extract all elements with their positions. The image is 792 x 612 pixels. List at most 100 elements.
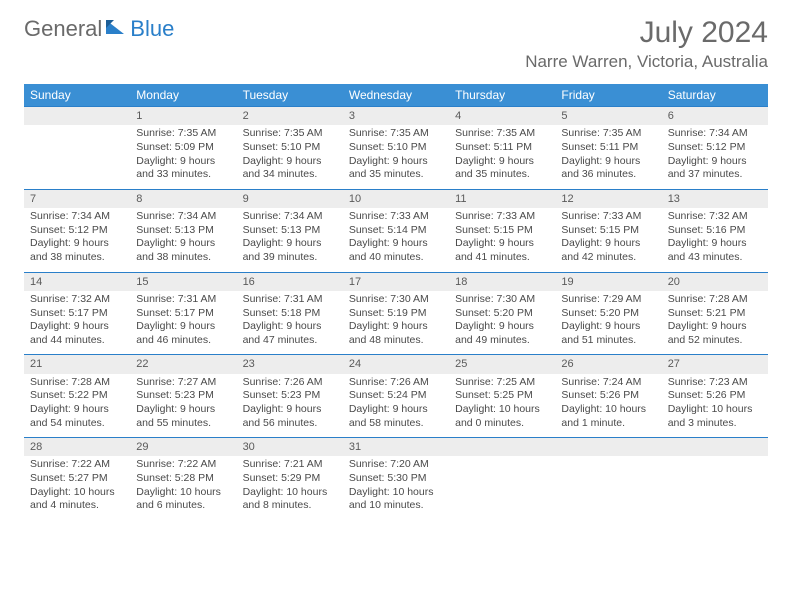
month-year: July 2024 xyxy=(525,16,768,50)
day-number-row: 21222324252627 xyxy=(24,355,768,374)
day-number-cell: 12 xyxy=(555,189,661,208)
day-info-cell: Sunrise: 7:28 AMSunset: 5:22 PMDaylight:… xyxy=(24,374,130,438)
day-info-line: and 0 minutes. xyxy=(455,417,549,431)
day-info-cell: Sunrise: 7:31 AMSunset: 5:17 PMDaylight:… xyxy=(130,291,236,355)
day-info-line: Daylight: 10 hours xyxy=(136,486,230,500)
day-info-line: Sunrise: 7:35 AM xyxy=(349,127,443,141)
day-info-line: Daylight: 10 hours xyxy=(349,486,443,500)
day-info-line: Daylight: 9 hours xyxy=(30,237,124,251)
day-info-line: Sunrise: 7:35 AM xyxy=(243,127,337,141)
day-number-cell: 28 xyxy=(24,438,130,457)
day-number-cell: 3 xyxy=(343,107,449,126)
day-info-cell: Sunrise: 7:24 AMSunset: 5:26 PMDaylight:… xyxy=(555,374,661,438)
day-info-line: Daylight: 9 hours xyxy=(349,237,443,251)
day-info-line: Daylight: 9 hours xyxy=(561,155,655,169)
day-info-row: Sunrise: 7:22 AMSunset: 5:27 PMDaylight:… xyxy=(24,456,768,520)
day-number-cell: 19 xyxy=(555,272,661,291)
day-info-cell: Sunrise: 7:35 AMSunset: 5:10 PMDaylight:… xyxy=(237,125,343,189)
day-number-cell: 25 xyxy=(449,355,555,374)
day-info-line: Daylight: 10 hours xyxy=(30,486,124,500)
day-number-cell: 21 xyxy=(24,355,130,374)
day-info-line: Sunset: 5:23 PM xyxy=(136,389,230,403)
day-number-cell: 17 xyxy=(343,272,449,291)
day-info-line: and 10 minutes. xyxy=(349,499,443,513)
day-info-line: Daylight: 9 hours xyxy=(243,320,337,334)
day-number-cell: 31 xyxy=(343,438,449,457)
day-info-line: Sunset: 5:14 PM xyxy=(349,224,443,238)
day-info-line: and 49 minutes. xyxy=(455,334,549,348)
day-info-line: Daylight: 9 hours xyxy=(243,403,337,417)
day-info-line: and 38 minutes. xyxy=(136,251,230,265)
day-number-row: 123456 xyxy=(24,107,768,126)
day-info-line: Daylight: 9 hours xyxy=(349,403,443,417)
day-info-line: Sunset: 5:16 PM xyxy=(668,224,762,238)
day-info-line: Sunrise: 7:33 AM xyxy=(561,210,655,224)
day-number-cell: 1 xyxy=(130,107,236,126)
day-info-line: and 56 minutes. xyxy=(243,417,337,431)
day-info-line: Daylight: 9 hours xyxy=(243,237,337,251)
day-info-line: Sunset: 5:17 PM xyxy=(30,307,124,321)
day-info-line: Sunrise: 7:26 AM xyxy=(243,376,337,390)
day-number-cell: 18 xyxy=(449,272,555,291)
day-info-line: and 38 minutes. xyxy=(30,251,124,265)
day-info-line: Sunset: 5:20 PM xyxy=(455,307,549,321)
day-info-line: Sunset: 5:12 PM xyxy=(668,141,762,155)
day-info-line: and 54 minutes. xyxy=(30,417,124,431)
day-info-line: Sunrise: 7:22 AM xyxy=(30,458,124,472)
day-info-line: Sunrise: 7:25 AM xyxy=(455,376,549,390)
day-info-line: Sunrise: 7:21 AM xyxy=(243,458,337,472)
day-number-cell xyxy=(449,438,555,457)
day-info-line: Sunrise: 7:31 AM xyxy=(136,293,230,307)
day-info-line: and 58 minutes. xyxy=(349,417,443,431)
day-info-line: Sunset: 5:19 PM xyxy=(349,307,443,321)
day-number-cell: 7 xyxy=(24,189,130,208)
day-info-line: Sunset: 5:26 PM xyxy=(668,389,762,403)
day-info-line: Sunset: 5:22 PM xyxy=(30,389,124,403)
day-info-line: Daylight: 9 hours xyxy=(455,320,549,334)
day-info-cell: Sunrise: 7:31 AMSunset: 5:18 PMDaylight:… xyxy=(237,291,343,355)
title-block: July 2024 Narre Warren, Victoria, Austra… xyxy=(525,16,768,72)
day-number-cell: 29 xyxy=(130,438,236,457)
day-info-row: Sunrise: 7:34 AMSunset: 5:12 PMDaylight:… xyxy=(24,208,768,272)
day-info-line: Sunrise: 7:34 AM xyxy=(668,127,762,141)
day-info-line: Sunset: 5:10 PM xyxy=(243,141,337,155)
weekday-header: Saturday xyxy=(662,84,768,107)
day-info-line: Sunset: 5:15 PM xyxy=(561,224,655,238)
day-info-line: Daylight: 9 hours xyxy=(136,155,230,169)
day-info-line: and 46 minutes. xyxy=(136,334,230,348)
day-info-line: Sunrise: 7:28 AM xyxy=(668,293,762,307)
day-info-line: Sunset: 5:17 PM xyxy=(136,307,230,321)
day-info-cell xyxy=(449,456,555,520)
day-info-line: Sunrise: 7:32 AM xyxy=(668,210,762,224)
day-info-line: Sunrise: 7:33 AM xyxy=(455,210,549,224)
day-number-cell: 15 xyxy=(130,272,236,291)
day-info-cell: Sunrise: 7:23 AMSunset: 5:26 PMDaylight:… xyxy=(662,374,768,438)
day-info-line: and 36 minutes. xyxy=(561,168,655,182)
day-info-line: Sunset: 5:09 PM xyxy=(136,141,230,155)
logo-text-general: General xyxy=(24,16,102,42)
day-info-cell: Sunrise: 7:26 AMSunset: 5:23 PMDaylight:… xyxy=(237,374,343,438)
day-number-cell: 30 xyxy=(237,438,343,457)
day-info-cell: Sunrise: 7:33 AMSunset: 5:15 PMDaylight:… xyxy=(555,208,661,272)
weekday-header: Thursday xyxy=(449,84,555,107)
day-info-line: Sunrise: 7:35 AM xyxy=(136,127,230,141)
day-info-line: Sunrise: 7:30 AM xyxy=(349,293,443,307)
calendar-table: SundayMondayTuesdayWednesdayThursdayFrid… xyxy=(24,84,768,520)
day-info-line: Daylight: 10 hours xyxy=(243,486,337,500)
day-info-line: Sunrise: 7:27 AM xyxy=(136,376,230,390)
day-info-line: Daylight: 9 hours xyxy=(668,155,762,169)
day-info-line: Daylight: 9 hours xyxy=(243,155,337,169)
day-info-line: Sunset: 5:23 PM xyxy=(243,389,337,403)
weekday-header: Sunday xyxy=(24,84,130,107)
day-info-line: Sunset: 5:30 PM xyxy=(349,472,443,486)
location: Narre Warren, Victoria, Australia xyxy=(525,52,768,72)
day-info-cell: Sunrise: 7:34 AMSunset: 5:13 PMDaylight:… xyxy=(130,208,236,272)
day-info-line: and 52 minutes. xyxy=(668,334,762,348)
day-info-cell: Sunrise: 7:29 AMSunset: 5:20 PMDaylight:… xyxy=(555,291,661,355)
day-info-cell: Sunrise: 7:26 AMSunset: 5:24 PMDaylight:… xyxy=(343,374,449,438)
day-info-cell xyxy=(662,456,768,520)
day-info-line: and 44 minutes. xyxy=(30,334,124,348)
day-info-line: Sunrise: 7:28 AM xyxy=(30,376,124,390)
day-info-line: and 37 minutes. xyxy=(668,168,762,182)
day-info-line: and 41 minutes. xyxy=(455,251,549,265)
